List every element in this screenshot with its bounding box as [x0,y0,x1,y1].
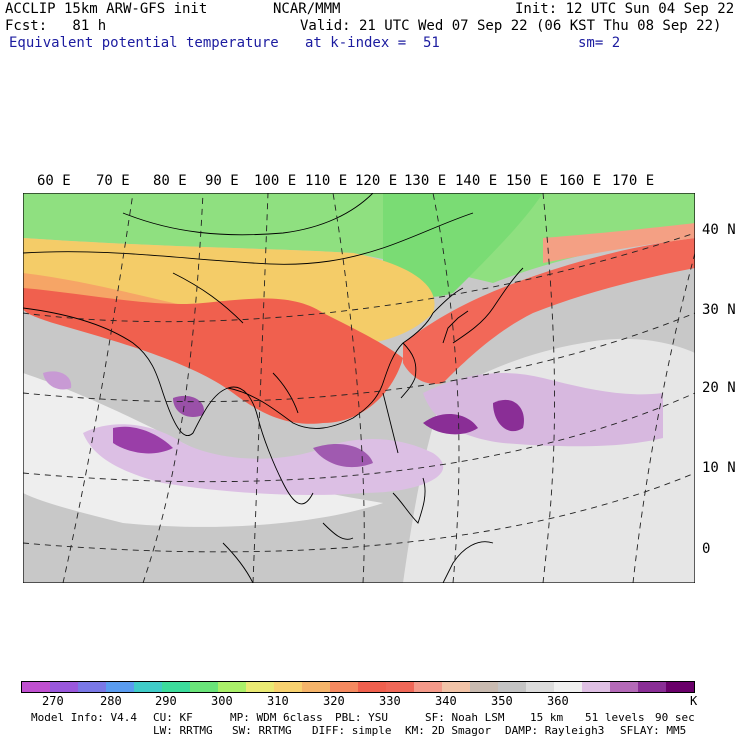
colorbar-swatch [218,682,246,692]
lon-label: 130 E [404,173,447,189]
lon-label: 110 E [305,173,348,189]
field-name: Equivalent potential temperature [9,35,279,51]
colorbar-swatch [50,682,78,692]
forecast-hour: Fcst: 81 h [5,18,107,34]
colorbar-swatch [470,682,498,692]
smoothing: sm= 2 [578,35,621,51]
colorbar-tick: 340 [435,694,457,708]
model-level: at k-index = 51 [305,35,440,51]
model-version: Model Info: V4.4 [31,711,137,724]
lat-label: 10 N [702,460,736,476]
colorbar [21,681,695,693]
grid-spacing: 15 km [530,711,564,724]
lon-label: 140 E [455,173,498,189]
colorbar-swatch [246,682,274,692]
lon-label: 70 E [96,173,130,189]
colorbar-swatch [22,682,50,692]
colorbar-unit: K [690,694,698,708]
pbl-scheme: PBL: YSU [335,711,388,724]
colorbar-tick: 310 [267,694,289,708]
damping: DAMP: Rayleigh3 [505,724,605,737]
colorbar-swatch [442,682,470,692]
colorbar-swatch [274,682,302,692]
microphysics: MP: WDM 6class [230,711,323,724]
lon-label: 60 E [37,173,71,189]
colorbar-swatch [106,682,134,692]
colorbar-swatch [78,682,106,692]
lon-label: 170 E [612,173,655,189]
colorbar-swatch [498,682,526,692]
longwave-scheme: LW: RRTMG [153,724,213,737]
colorbar-tick: 330 [379,694,401,708]
cumulus-scheme: CU: KF [153,711,193,724]
colorbar-swatch [414,682,442,692]
init-time: Init: 12 UTC Sun 04 Sep 22 [515,1,735,17]
vertical-levels: 51 levels [585,711,645,724]
colorbar-swatch [134,682,162,692]
run-title: ACCLIP 15km ARW-GFS init [5,1,208,17]
colorbar-swatch [302,682,330,692]
colorbar-swatch [610,682,638,692]
colorbar-swatch [386,682,414,692]
lat-label: 30 N [702,302,736,318]
colorbar-tick: 300 [211,694,233,708]
lon-label: 90 E [205,173,239,189]
colorbar-tick: 270 [42,694,64,708]
colorbar-tick: 360 [547,694,569,708]
surface-layer: SFLAY: MM5 [620,724,687,737]
theta-e-map [23,193,695,583]
lat-label: 40 N [702,222,736,238]
lon-label: 160 E [559,173,602,189]
colorbar-swatch [190,682,218,692]
lat-label: 0 [702,541,711,557]
colorbar-swatch [638,682,666,692]
colorbar-swatch [358,682,386,692]
lon-label: 150 E [506,173,549,189]
diffusion: DIFF: simple [312,724,392,737]
colorbar-tick: 280 [100,694,122,708]
surface-scheme: SF: Noah LSM [425,711,505,724]
colorbar-tick: 350 [491,694,513,708]
colorbar-swatch [554,682,582,692]
colorbar-swatch [582,682,610,692]
lon-label: 120 E [355,173,398,189]
lat-label: 20 N [702,380,736,396]
time-step: 90 sec [655,711,695,724]
shortwave-scheme: SW: RRTMG [232,724,292,737]
colorbar-swatch [526,682,554,692]
lon-label: 100 E [254,173,297,189]
lon-label: 80 E [153,173,187,189]
colorbar-swatch [666,682,694,692]
colorbar-swatch [162,682,190,692]
valid-time: Valid: 21 UTC Wed 07 Sep 22 (06 KST Thu … [300,18,722,34]
colorbar-tick: 320 [323,694,345,708]
colorbar-swatch [330,682,358,692]
colorbar-tick: 290 [155,694,177,708]
eddy-coefficient: KM: 2D Smagor [405,724,492,737]
institution: NCAR/MMM [273,1,341,17]
